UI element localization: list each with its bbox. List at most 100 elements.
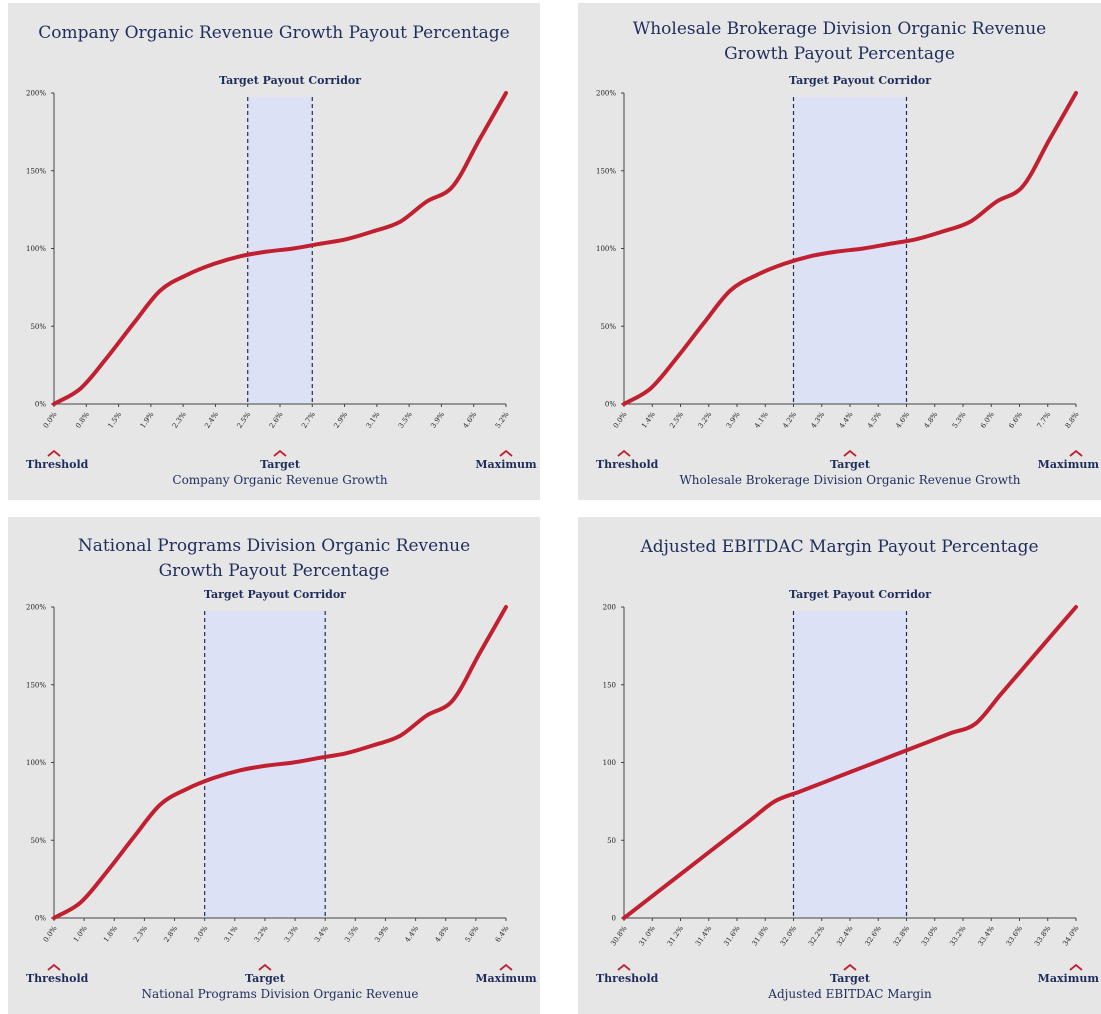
chart-panel-national-programs: National Programs Division Organic Reven… [8,517,540,1014]
x-tick-label: 4.2% [781,410,798,429]
x-tick-label: 2.5% [668,410,685,429]
marker-caret-icon [843,963,857,971]
marker-caret-icon [1069,449,1083,457]
x-tick-label: 31.6% [722,924,742,947]
x-tick-label: 2.8% [162,924,179,943]
x-tick-label: 32.6% [864,924,884,947]
y-tick-label: 50% [30,837,46,845]
x-tick-label: 1.8% [102,924,119,943]
chart-svg: Wholesale Brokerage Division Organic Rev… [596,19,1100,487]
x-tick-label: 2.3% [171,410,188,429]
marker-label-maximum: Maximum [475,972,537,985]
y-tick-label: 100% [26,759,46,767]
y-tick-label: 200% [26,604,46,612]
chart-title: Wholesale Brokerage Division Organic Rev… [633,19,1046,39]
marker-label-target: Target [260,458,301,471]
marker-caret-icon [843,449,857,457]
x-axis-label: Adjusted EBITDAC Margin [767,987,932,1001]
y-tick-label: 50% [30,323,46,331]
x-tick-label: 3.9% [725,410,742,429]
marker-caret-icon [1069,963,1083,971]
chart-panel-ebitdac: Adjusted EBITDAC Margin Payout Percentag… [578,517,1101,1014]
x-tick-label: 2.5% [236,410,253,429]
chart-panel-company: Company Organic Revenue Growth Payout Pe… [8,3,540,500]
x-tick-label: 2.7% [300,410,317,429]
x-tick-label: 2.9% [332,410,349,429]
x-tick-label: 32.4% [835,924,855,947]
payout-curve-line [622,91,1078,406]
marker-label-maximum: Maximum [475,458,537,471]
x-tick-label: 32.0% [779,924,799,947]
marker-label-threshold: Threshold [596,972,659,985]
chart-title: National Programs Division Organic Reven… [78,536,470,556]
y-tick-label: 200% [596,90,616,98]
x-tick-label: 33.0% [920,924,940,947]
marker-caret-icon [617,449,631,457]
x-tick-label: 3.9% [429,410,446,429]
payout-curve-line [622,605,1078,920]
x-tick-label: 8.8% [1064,410,1081,429]
x-tick-label: 4.8% [923,410,940,429]
chart-title: Growth Payout Percentage [159,561,390,581]
x-tick-label: 4.3% [810,410,827,429]
x-tick-label: 0.0% [612,410,629,429]
x-tick-label: 0.0% [42,410,59,429]
x-tick-label: 4.1% [753,410,770,429]
x-tick-label: 1.9% [139,410,156,429]
x-tick-label: 31.2% [666,924,686,947]
y-tick-label: 150 [603,681,616,689]
x-tick-label: 5.3% [951,410,968,429]
x-tick-label: 2.6% [268,410,285,429]
marker-caret-icon [273,449,287,457]
x-tick-label: 4.6% [894,410,911,429]
chart-svg: National Programs Division Organic Reven… [26,536,537,1001]
x-tick-label: 33.4% [977,924,997,947]
x-axis-label: Company Organic Revenue Growth [172,473,387,487]
x-tick-label: 5.2% [494,410,511,429]
x-tick-label: 6.6% [1007,410,1024,429]
x-tick-label: 4.8% [434,924,451,943]
x-tick-label: 33.8% [1033,924,1053,947]
x-tick-label: 3.4% [313,924,330,943]
x-tick-label: 3.2% [253,924,270,943]
x-tick-label: 3.9% [373,924,390,943]
x-tick-label: 3.3% [283,924,300,943]
x-tick-label: 30.8% [609,924,629,947]
chart-svg: Adjusted EBITDAC Margin Payout Percentag… [596,537,1099,1001]
x-tick-label: 32.8% [892,924,912,947]
y-tick-label: 200 [603,604,616,612]
marker-label-target: Target [830,458,871,471]
marker-label-threshold: Threshold [26,972,89,985]
x-tick-label: 7.7% [1036,410,1053,429]
y-tick-label: 100% [596,245,616,253]
x-tick-label: 3.5% [343,924,360,943]
x-tick-label: 6.4% [494,924,511,943]
x-tick-label: 4.4% [838,410,855,429]
chart-svg: Company Organic Revenue Growth Payout Pe… [26,23,537,487]
y-tick-label: 100 [603,759,616,767]
y-tick-label: 150% [26,681,46,689]
y-tick-label: 50 [607,837,616,845]
marker-label-target: Target [830,972,871,985]
chart-title: Growth Payout Percentage [724,44,955,64]
payout-curve-line [52,91,508,406]
x-tick-label: 3.1% [223,924,240,943]
x-axis-label: Wholesale Brokerage Division Organic Rev… [679,473,1020,487]
x-tick-label: 1.0% [72,924,89,943]
marker-caret-icon [499,963,513,971]
x-tick-label: 0.0% [42,924,59,943]
chart-panel-wholesale: Wholesale Brokerage Division Organic Rev… [578,3,1101,500]
y-tick-label: 150% [596,167,616,175]
x-tick-label: 33.6% [1005,924,1025,947]
marker-label-maximum: Maximum [1038,458,1100,471]
x-tick-label: 2.3% [132,924,149,943]
x-tick-label: 6.0% [979,410,996,429]
x-tick-label: 3.0% [193,924,210,943]
corridor-label: Target Payout Corridor [789,588,931,601]
marker-caret-icon [47,963,61,971]
y-tick-label: 200% [26,90,46,98]
x-tick-label: 1.4% [640,410,657,429]
x-tick-label: 34.0% [1061,924,1081,947]
x-tick-label: 33.2% [948,924,968,947]
x-tick-label: 4.5% [866,410,883,429]
